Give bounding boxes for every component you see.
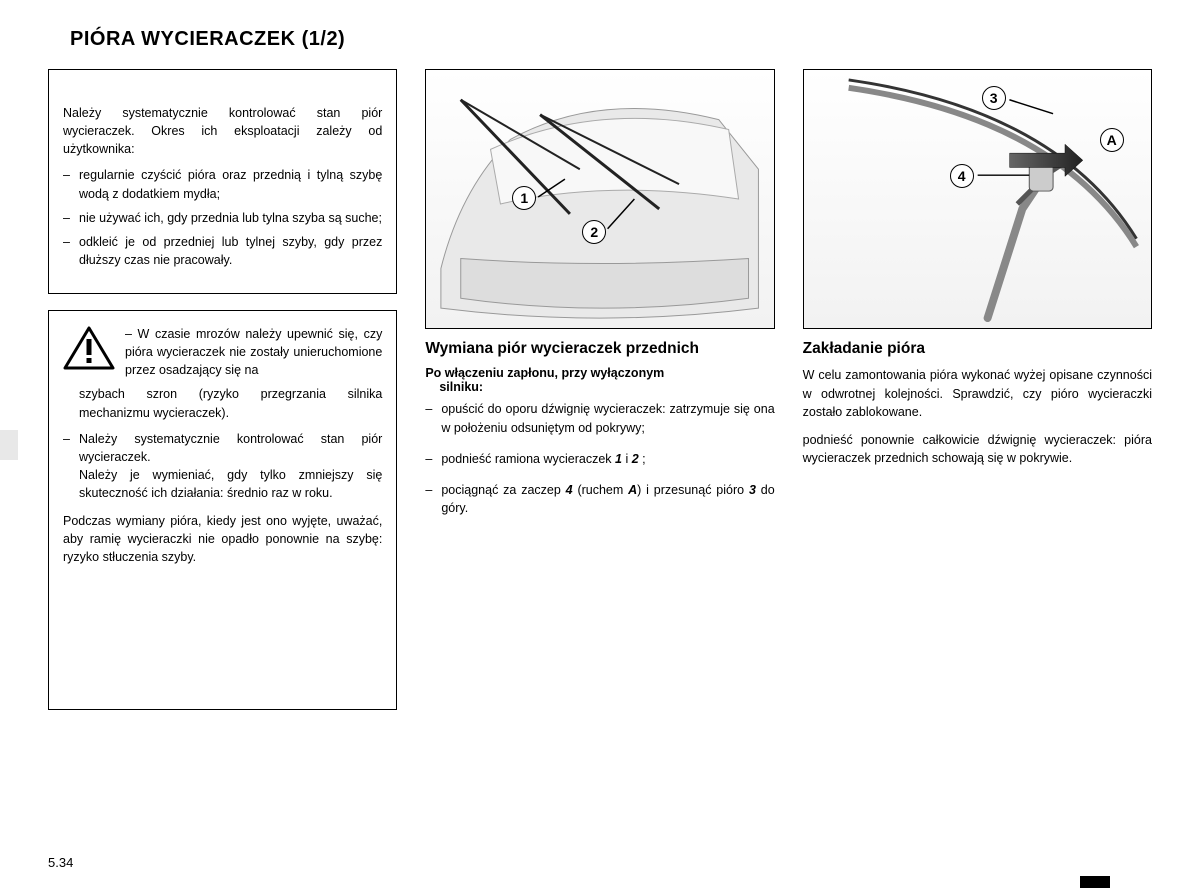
step-item: podnieść ramiona wycieraczek 1 i 2 ;: [425, 450, 774, 469]
warning-icon: [63, 325, 115, 371]
callout-bubble: 4: [950, 164, 974, 188]
step-text: (ruchem: [573, 483, 629, 497]
fitting-p2: podnieść ponownie całkowicie dźwignię wy…: [803, 431, 1152, 467]
ref-letter: A: [628, 483, 637, 497]
callout-A: A: [1100, 128, 1124, 152]
step-text: i: [622, 452, 632, 466]
manual-page: PIÓRA WYCIERACZEK (1/2) Należy systematy…: [0, 0, 1200, 888]
column-left: Należy systematycznie kontrolować stan p…: [48, 69, 397, 710]
warning-box: – W czasie mrozów należy upewnić się, cz…: [48, 310, 397, 710]
callout-bubble: 3: [982, 86, 1006, 110]
ref-number: 1: [615, 452, 622, 466]
column-right: 25516: [803, 69, 1152, 710]
step-text: opuścić do oporu dźwignię wycieraczek: z…: [441, 402, 774, 435]
section-heading-replace: Wymiana piór wycieraczek przednich: [425, 339, 774, 358]
warning-row: – W czasie mrozów należy upewnić się, cz…: [63, 325, 382, 379]
callout-bubble: A: [1100, 128, 1124, 152]
warning-text-cont: szybach szron (ryzyko przegrzania silnik…: [63, 385, 382, 421]
step-text: ;: [639, 452, 646, 466]
ref-number: 4: [566, 483, 573, 497]
info-box-maintenance: Należy systematycznie kontrolować stan p…: [48, 69, 397, 294]
page-title: PIÓRA WYCIERACZEK (1/2): [70, 28, 1152, 51]
list-item: regularnie czyścić pióra oraz przednią i…: [63, 166, 382, 202]
step-text: ) i przesunąć pióro: [637, 483, 749, 497]
illustration-blade-fitting: 25516: [803, 69, 1152, 329]
fitting-body: W celu zamontowania pióra wykonać wyżej …: [803, 366, 1152, 467]
list-item: nie używać ich, gdy przednia lub tylna s…: [63, 209, 382, 227]
step-item: pociągnąć za zaczep 4 (ruchem A) i przes…: [425, 481, 774, 519]
column-middle: 36702 1 2: [425, 69, 774, 710]
step-text: pociągnąć za zaczep: [441, 483, 565, 497]
callout-3: 3: [982, 86, 1006, 110]
step-item: opuścić do oporu dźwignię wycieraczek: z…: [425, 400, 774, 438]
warn-item-b: Należy je wymieniać, gdy tylko zmniejszy…: [79, 468, 382, 500]
list-item: Należy systematycznie kontrolować stan p…: [63, 430, 382, 503]
warning-list: Należy systematycznie kontrolować stan p…: [63, 430, 382, 503]
column-layout: Należy systematycznie kontrolować stan p…: [48, 69, 1152, 710]
list-item: odkleić je od przedniej lub tylnej szyby…: [63, 233, 382, 269]
blade-detail-svg: [804, 70, 1151, 328]
step-text: podnieść ramiona wycieraczek: [441, 452, 615, 466]
box1-list: regularnie czyścić pióra oraz przednią i…: [63, 166, 382, 269]
fitting-p1: W celu zamontowania pióra wykonać wyżej …: [803, 366, 1152, 420]
callout-4: 4: [950, 164, 974, 188]
section-heading-fitting: Zakładanie pióra: [803, 339, 1152, 358]
warn-item-a: Należy systematycznie kontrolować stan p…: [79, 432, 382, 464]
illustration-front-wipers: 36702 1 2: [425, 69, 774, 329]
callout-2: 2: [582, 220, 606, 244]
callout-bubble: 1: [512, 186, 536, 210]
page-number: 5.34: [48, 855, 73, 870]
callout-1: 1: [512, 186, 536, 210]
box1-intro: Należy systematycznie kontrolować stan p…: [63, 104, 382, 158]
ref-number: 3: [749, 483, 756, 497]
steps-list: opuścić do oporu dźwignię wycieraczek: z…: [425, 400, 774, 518]
warning-paragraph: Podczas wymiany pióra, kiedy jest ono wy…: [63, 512, 382, 566]
ref-number: 2: [632, 452, 639, 466]
callout-bubble: 2: [582, 220, 606, 244]
sub-bold-line1: Po włączeniu zapłonu, przy wyłączonym: [425, 366, 664, 380]
subheading-bold: Po włączeniu zapłonu, przy wyłączonym si…: [425, 366, 774, 394]
warning-text-lead: – W czasie mrozów należy upewnić się, cz…: [125, 325, 382, 379]
car-front-svg: [426, 70, 773, 328]
sub-bold-line2: silniku:: [425, 380, 774, 394]
footer-tab-mark: [1080, 876, 1110, 888]
